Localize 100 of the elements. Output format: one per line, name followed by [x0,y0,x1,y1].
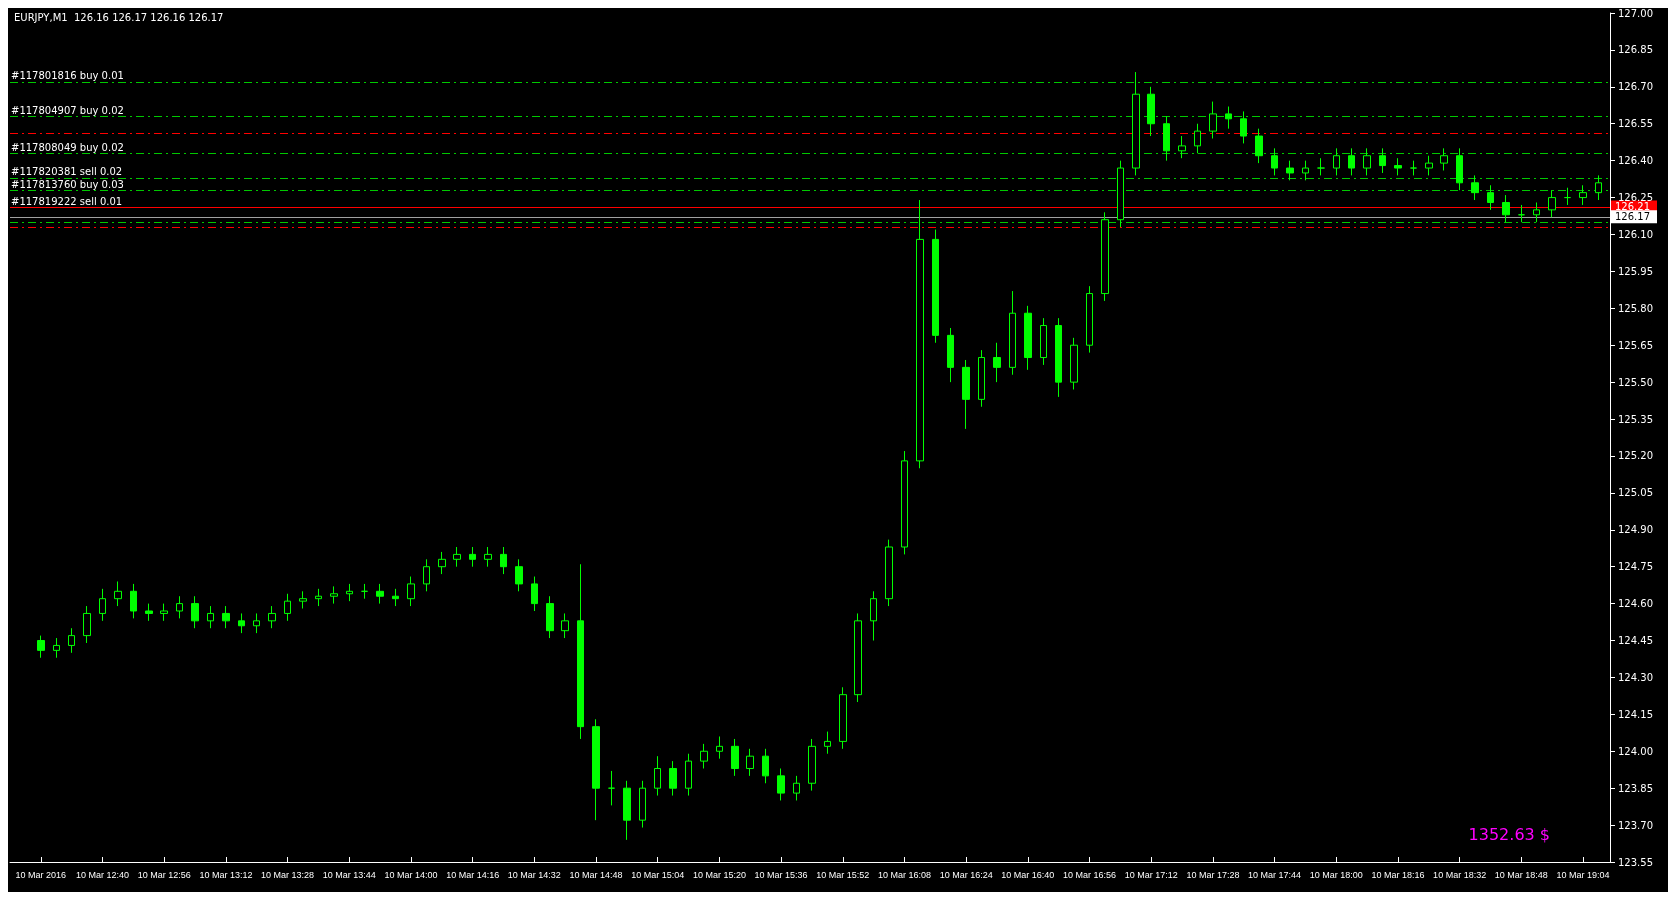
y-tick-label: 124.75 [1618,561,1653,573]
ref-line-label: #117808049 buy 0.02 [11,141,124,153]
candlestick [1317,157,1325,176]
candlestick [1255,128,1263,164]
candlestick [1394,157,1402,176]
ref-line-label: #117813760 buy 0.03 [11,178,124,190]
candlestick [1363,147,1371,176]
candlestick [1040,317,1047,366]
candlestick [1548,189,1556,218]
candlestick [1271,147,1278,176]
y-tick-label: 126.70 [1618,81,1653,93]
text: 126.17 [1615,210,1650,222]
candlestick [330,585,338,605]
y-tick-label: 126.55 [1618,118,1653,130]
candlestick [1209,101,1217,139]
candlestick [546,595,554,639]
candlestick [500,546,507,575]
candlestick [870,590,877,642]
candlestick [762,748,769,784]
candlestick [222,605,230,629]
candlestick [731,738,739,777]
x-tick-label: 10 Mar 17:12 [1124,869,1178,880]
candlestick [1302,160,1309,181]
candlestick [1240,110,1247,144]
candlestick [1379,147,1386,174]
candlestick [238,612,245,634]
candlestick [392,588,399,607]
candlestick [854,612,862,703]
y-tick-label: 124.15 [1618,708,1653,720]
candlestick [1101,211,1109,302]
x-tick-label: 10 Mar 18:16 [1371,869,1425,880]
x-tick-label: 10 Mar 14:32 [507,869,561,880]
candlestick [916,199,924,469]
candlestick [99,588,106,622]
candlestick [176,595,183,619]
candlestick [577,563,584,740]
candlestick [793,775,800,801]
candlestick [1194,123,1201,154]
candlestick [37,635,45,659]
candlestick [932,229,939,344]
candlestick [1333,147,1340,176]
x-tick-label: 10 Mar 17:44 [1248,869,1302,880]
candlestick [1487,184,1494,211]
candlestick [993,342,1001,383]
y-tick-label: 125.65 [1618,339,1653,351]
x-tick-label: 10 Mar 14:48 [569,869,623,880]
y-tick-label: 124.60 [1618,598,1653,610]
x-tick-label: 10 Mar 16:08 [877,869,931,880]
x-tick-label: 10 Mar 16:24 [939,869,993,880]
candlestick [469,546,476,568]
candlestick [1117,160,1124,228]
x-tick-label: 10 Mar 18:32 [1433,869,1487,880]
candlestick [1009,290,1016,376]
y-tick-label: 125.50 [1618,376,1653,388]
candlestick [839,686,847,750]
ref-line-label: #117804907 buy 0.02 [11,104,124,116]
candlestick [1225,106,1232,130]
candlestick [361,583,368,600]
y-tick-label: 127.00 [1618,7,1653,19]
x-tick-label: 10 Mar 16:40 [1001,869,1055,880]
candlestick [978,349,985,408]
x-tick-label: 10 Mar 15:36 [754,869,808,880]
candlestick [947,327,954,383]
annotation: 1352.63 $ [1468,824,1551,844]
y-tick-label: 125.35 [1618,413,1653,425]
candlestick [808,738,816,792]
candlestick [1533,201,1540,223]
x-tick-label: 10 Mar 13:44 [322,869,376,880]
candlestick [824,731,831,755]
candlestick [438,551,446,575]
candlestick [207,605,214,629]
candlestick [484,546,492,568]
ref-line-label: #117801816 buy 0.01 [11,70,124,82]
y-tick-label: 125.05 [1618,487,1653,499]
candlestick [608,770,615,806]
candlestick [1070,337,1078,391]
x-tick-label: 10 Mar 15:04 [631,869,685,880]
candlestick [669,760,677,797]
candlestick [346,583,353,602]
candlestick [1132,71,1140,176]
candlestick [1147,86,1155,137]
y-tick-label: 123.70 [1618,819,1653,831]
candlestick [1471,174,1479,201]
candlestick [68,627,75,654]
candlestick [423,558,430,592]
candlestick [1440,147,1448,171]
candlestick [592,718,600,821]
candlestick [453,546,461,568]
candlestick [685,753,692,797]
candlestick [284,593,291,622]
candlestick [639,780,646,829]
candlestick [531,576,538,612]
candlestick [299,590,307,610]
x-tick-label: 10 Mar 12:40 [76,869,130,880]
candlestick [83,605,91,644]
candlestick [1425,155,1433,176]
candlestick [623,780,631,841]
candlestick [1456,147,1463,191]
candlestick [885,539,893,607]
y-tick-label: 126.85 [1618,44,1653,56]
